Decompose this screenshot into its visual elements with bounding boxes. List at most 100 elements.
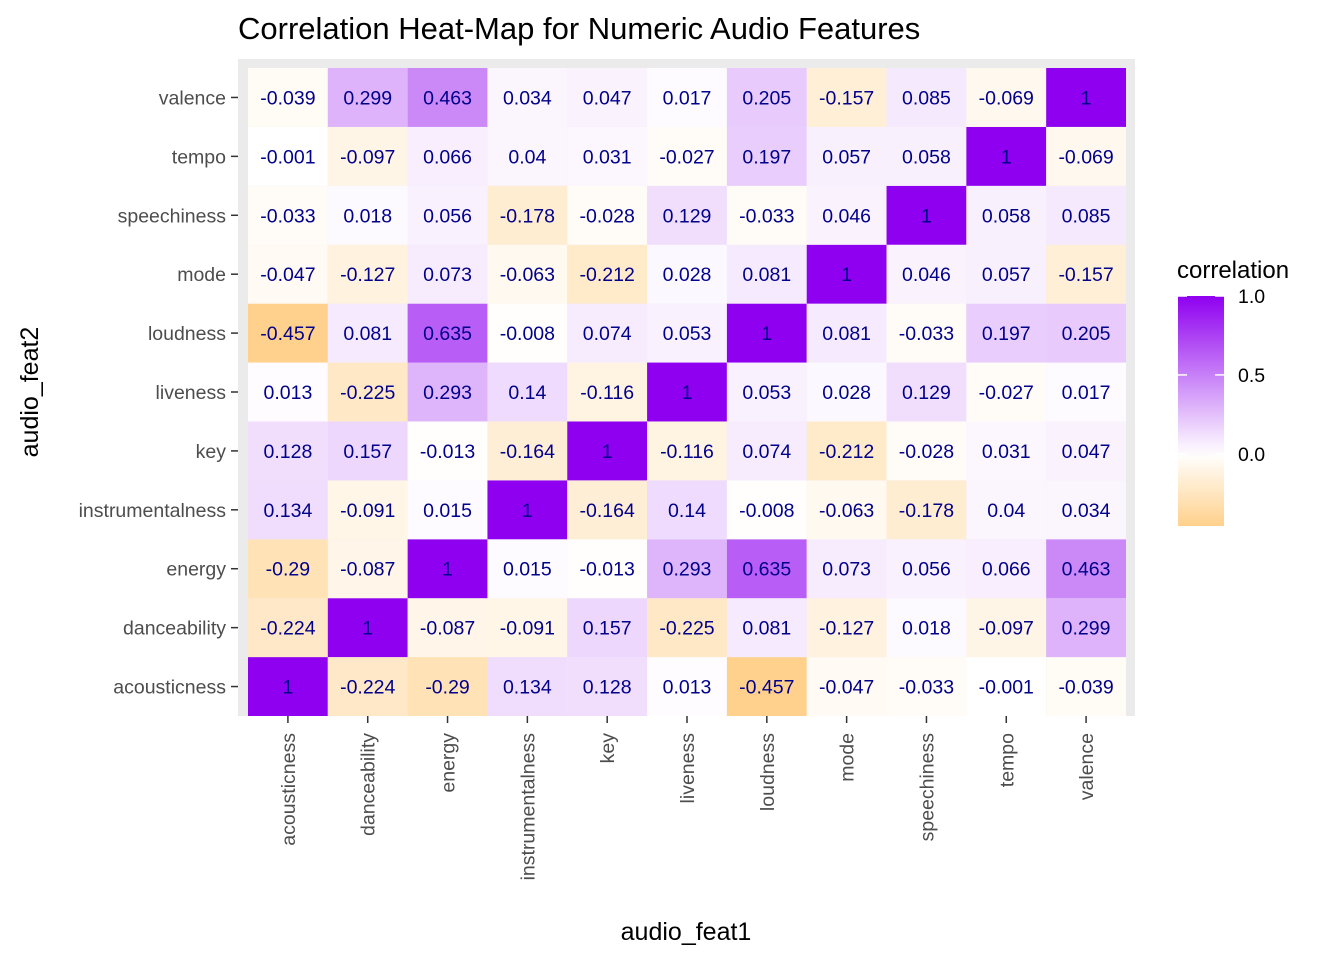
x-tick-label: danceability — [358, 733, 380, 836]
heatmap-cell — [647, 362, 727, 422]
legend-tick-label: 0.5 — [1238, 365, 1265, 387]
heatmap-cell — [886, 126, 967, 186]
cell-value-label: 0.128 — [264, 441, 313, 463]
cell-value-label: 0.463 — [1062, 559, 1111, 581]
heatmap-cell — [966, 539, 1047, 599]
cell-value-label: 0.047 — [1062, 441, 1111, 463]
cell-value-label: -0.087 — [340, 559, 395, 581]
heatmap-cell-labels: 1 -0.224 -0.29 0.134 0.128 0.013 -0.457 -0.047 -… — [260, 87, 1113, 698]
heatmap-cell — [966, 480, 1047, 540]
x-tick-label: speechiness — [916, 733, 938, 842]
heatmap-cell — [327, 126, 408, 186]
heatmap-cell — [726, 362, 807, 422]
y-tick-label: acousticness — [113, 677, 226, 699]
cell-value-label: 0.293 — [423, 382, 472, 404]
heatmap-cell — [806, 362, 887, 422]
heatmap-cell — [726, 421, 807, 481]
cell-value-label: 1 — [442, 559, 453, 581]
heatmap-cell — [248, 68, 328, 127]
heatmap-cell — [806, 126, 887, 186]
cell-value-label: 0.205 — [1062, 323, 1111, 345]
cell-value-label: 0.015 — [423, 500, 472, 522]
heatmap-cell — [567, 539, 648, 599]
cell-value-label: 0.018 — [343, 205, 392, 227]
cell-value-label: 0.293 — [663, 559, 712, 581]
cell-value-label: 0.14 — [668, 500, 706, 522]
cell-value-label: -0.063 — [819, 500, 874, 522]
cell-value-label: -0.033 — [739, 205, 794, 227]
heatmap-cell — [407, 362, 488, 422]
cell-value-label: -0.127 — [819, 618, 874, 640]
heatmap-cell — [487, 657, 568, 716]
cell-value-label: 0.299 — [1062, 618, 1111, 640]
y-axis-title: audio_feat2 — [16, 327, 44, 458]
cell-value-label: 0.057 — [822, 146, 871, 168]
cell-value-label: 1 — [1001, 146, 1012, 168]
cell-value-label: -0.224 — [340, 677, 395, 699]
heatmap-cell — [806, 480, 887, 540]
cell-value-label: 0.058 — [902, 146, 951, 168]
heatmap-cell — [647, 185, 727, 245]
heatmap-cell — [487, 598, 568, 658]
cell-value-label: -0.039 — [1058, 677, 1113, 699]
heatmap-cell — [726, 185, 807, 245]
x-tick-label: acousticness — [278, 733, 300, 846]
cell-value-label: 0.129 — [902, 382, 951, 404]
heatmap-cell — [886, 421, 967, 481]
heatmap-cell — [886, 185, 967, 245]
heatmap-cell — [327, 185, 408, 245]
heatmap-cell — [487, 421, 568, 481]
cell-value-label: 0.028 — [663, 264, 712, 286]
cell-value-label: -0.178 — [899, 500, 954, 522]
cell-value-label: 0.14 — [508, 382, 546, 404]
cell-value-label: 1 — [1081, 87, 1092, 109]
y-tick-label: speechiness — [118, 205, 227, 227]
heatmap-cell — [966, 657, 1047, 716]
heatmap-cell — [806, 68, 887, 127]
heatmap-cell — [647, 126, 727, 186]
cell-value-label: 0.013 — [264, 382, 313, 404]
cell-value-label: -0.457 — [260, 323, 315, 345]
y-tick-label: liveness — [156, 382, 227, 404]
heatmap-cell — [248, 126, 328, 186]
cell-value-label: 1 — [921, 205, 932, 227]
heatmap-cell — [248, 598, 328, 658]
heatmap-cell — [567, 303, 648, 363]
heatmap-cell — [327, 598, 408, 658]
heatmap-cell — [407, 480, 488, 540]
heatmap-cell — [248, 657, 328, 716]
heatmap-cell — [407, 185, 488, 245]
cell-value-label: 0.013 — [663, 677, 712, 699]
cell-value-label: 0.056 — [423, 205, 472, 227]
cell-value-label: 0.129 — [663, 205, 712, 227]
cell-value-label: 0.015 — [503, 559, 552, 581]
heatmap-cell — [806, 421, 887, 481]
cell-value-label: 0.085 — [1062, 205, 1111, 227]
heatmap-cell — [487, 362, 568, 422]
heatmap-cell — [487, 480, 568, 540]
cell-value-label: 1 — [522, 500, 533, 522]
heatmap-cell — [567, 657, 648, 716]
heatmap-cell — [567, 598, 648, 658]
heatmap-cell — [407, 126, 488, 186]
heatmap-cell — [248, 421, 328, 481]
heatmap-cells — [248, 68, 1126, 716]
heatmap-cell — [1046, 539, 1126, 599]
cell-value-label: 0.081 — [742, 264, 791, 286]
heatmap-cell — [806, 303, 887, 363]
y-axis: acousticness danceability energy instrument… — [79, 87, 238, 699]
heatmap-cell — [567, 421, 648, 481]
cell-value-label: 0.031 — [982, 441, 1031, 463]
cell-value-label: -0.164 — [580, 500, 635, 522]
x-axis: acousticness danceability energy instrument… — [278, 716, 1098, 880]
heatmap-cell — [487, 244, 568, 304]
cell-value-label: 0.635 — [742, 559, 791, 581]
heatmap-cell — [567, 126, 648, 186]
legend-tick-label: 1.0 — [1238, 286, 1265, 308]
x-tick-label: valence — [1076, 733, 1098, 800]
heatmap-cell — [407, 657, 488, 716]
cell-value-label: 0.028 — [822, 382, 871, 404]
cell-value-label: -0.008 — [739, 500, 794, 522]
cell-value-label: 0.034 — [503, 87, 552, 109]
cell-value-label: -0.069 — [1058, 146, 1113, 168]
